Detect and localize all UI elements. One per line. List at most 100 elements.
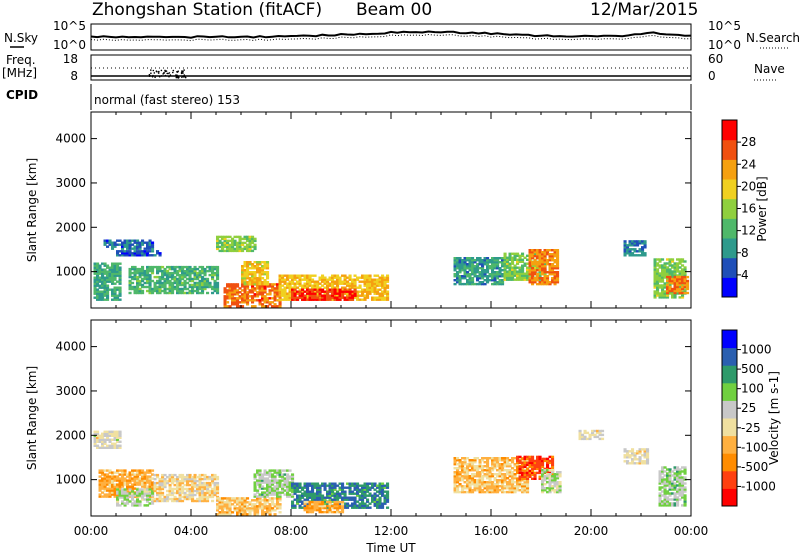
- data-cell: [331, 278, 335, 281]
- data-cell: [488, 469, 492, 472]
- data-cell: [181, 267, 185, 271]
- data-cell: [108, 243, 112, 246]
- data-cell: [248, 291, 252, 294]
- data-cell: [253, 493, 257, 496]
- data-cell: [353, 492, 357, 495]
- data-cell: [378, 502, 382, 505]
- data-cell: [381, 278, 385, 281]
- data-cell: [113, 292, 117, 295]
- data-cell: [523, 264, 527, 267]
- data-cell: [323, 286, 327, 289]
- data-cell: [341, 290, 345, 293]
- data-cell: [511, 256, 515, 259]
- data-cell: [223, 305, 227, 308]
- data-cell: [311, 494, 315, 497]
- data-cell: [103, 276, 107, 279]
- data-cell: [681, 268, 685, 271]
- data-cell: [358, 490, 362, 493]
- data-cell: [511, 260, 515, 263]
- data-cell: [298, 274, 302, 277]
- data-cell: [108, 481, 112, 484]
- data-cell: [301, 292, 305, 295]
- data-cell: [513, 489, 517, 492]
- data-cell: [536, 279, 540, 282]
- data-cell: [133, 483, 137, 486]
- data-cell: [163, 281, 167, 285]
- data-cell: [208, 273, 212, 277]
- data-cell: [273, 469, 277, 472]
- data-cell: [378, 496, 382, 499]
- data-cell: [521, 467, 525, 470]
- data-cell: [231, 285, 235, 288]
- data-cell: [236, 305, 240, 308]
- data-cell: [518, 455, 522, 459]
- data-cell: [661, 472, 665, 475]
- data-cell: [98, 479, 102, 482]
- data-cell: [343, 298, 347, 301]
- data-cell: [546, 487, 550, 490]
- data-cell: [478, 277, 482, 280]
- colorbar-swatch: [722, 218, 737, 239]
- data-cell: [633, 456, 637, 459]
- data-cell: [633, 462, 637, 465]
- data-cell: [313, 504, 317, 508]
- nave-dot: [150, 72, 152, 74]
- data-cell: [198, 265, 202, 269]
- data-cell: [131, 267, 135, 271]
- data-cell: [291, 495, 295, 498]
- data-cell: [196, 277, 200, 281]
- data-cell: [536, 463, 540, 467]
- data-cell: [241, 501, 245, 504]
- data-cell: [173, 483, 177, 487]
- data-cell: [263, 273, 267, 276]
- data-cell: [658, 280, 662, 283]
- data-cell: [251, 273, 255, 276]
- data-cell: [146, 247, 150, 250]
- data-cell: [366, 490, 370, 493]
- data-cell: [503, 264, 507, 267]
- data-cell: [476, 475, 480, 478]
- data-cell: [661, 268, 665, 271]
- data-cell: [643, 448, 647, 451]
- data-cell: [216, 487, 220, 491]
- data-cell: [641, 242, 645, 245]
- data-cell: [248, 281, 252, 284]
- data-cell: [271, 285, 275, 288]
- data-cell: [158, 491, 162, 495]
- data-cell: [143, 492, 147, 495]
- data-cell: [278, 288, 282, 291]
- data-cell: [131, 277, 135, 281]
- data-cell: [548, 481, 552, 484]
- data-cell: [293, 290, 297, 293]
- data-cell: [501, 273, 505, 276]
- data-cell: [661, 494, 665, 497]
- data-cell: [656, 278, 660, 281]
- data-cell: [653, 286, 657, 289]
- data-cell: [96, 264, 100, 267]
- data-cell: [106, 239, 110, 242]
- data-cell: [643, 456, 647, 459]
- data-cell: [196, 283, 200, 287]
- data-cell: [121, 243, 125, 246]
- data-cell: [196, 275, 200, 279]
- data-cell: [231, 245, 235, 249]
- data-cell: [483, 269, 487, 272]
- data-cell: [208, 281, 212, 285]
- data-cell: [378, 490, 382, 493]
- data-cell: [363, 488, 367, 491]
- data-cell: [113, 286, 117, 289]
- data-cell: [326, 496, 330, 499]
- data-cell: [316, 286, 320, 289]
- data-cell: [211, 287, 215, 291]
- data-cell: [533, 249, 537, 252]
- data-cell: [266, 282, 270, 286]
- data-cell: [168, 493, 172, 497]
- data-cell: [291, 280, 295, 283]
- data-cell: [281, 278, 285, 281]
- data-cell: [543, 279, 547, 282]
- data-cell: [133, 285, 137, 289]
- data-cell: [458, 463, 462, 466]
- data-cell: [548, 469, 552, 472]
- data-cell: [116, 490, 120, 493]
- data-cell: [153, 285, 157, 289]
